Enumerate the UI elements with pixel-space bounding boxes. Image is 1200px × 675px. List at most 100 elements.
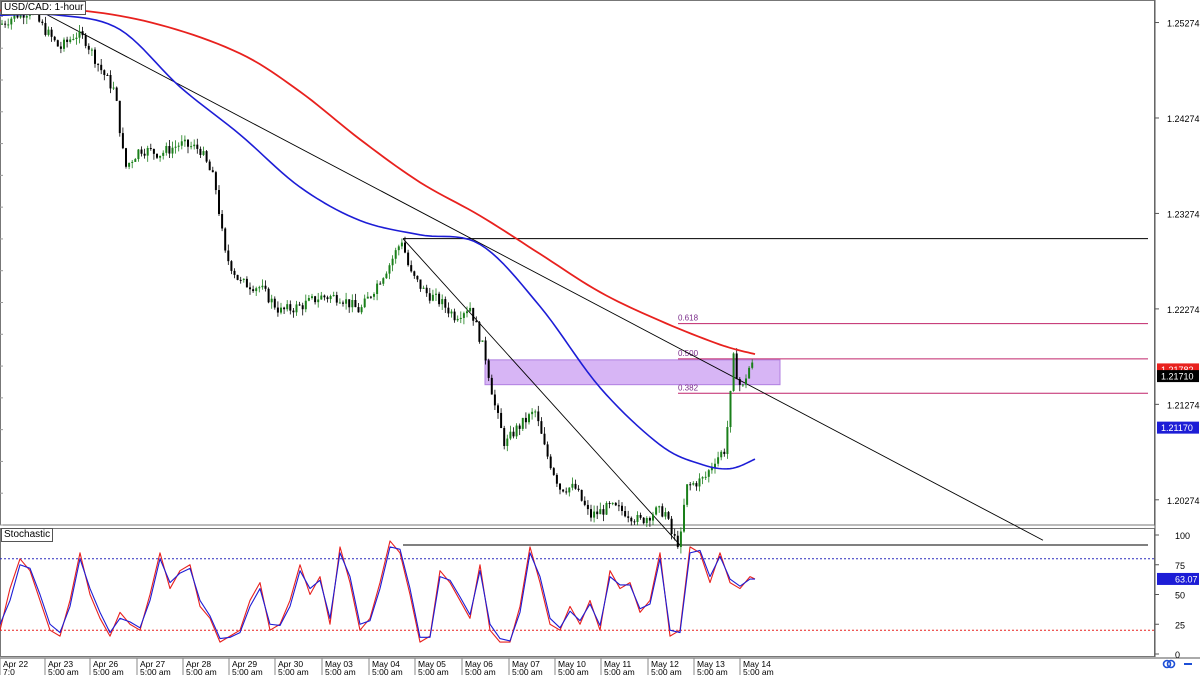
candle-body [332, 295, 335, 297]
price-marker-box [1157, 370, 1199, 383]
candle-body [741, 384, 744, 386]
candle-body [407, 252, 410, 266]
candle-body [617, 505, 620, 507]
candle-body [698, 478, 701, 487]
candle-body [717, 457, 720, 464]
candle-body [720, 451, 723, 458]
time-label: 5:00 am [93, 667, 124, 675]
candle-body [590, 509, 592, 518]
candle-body [531, 411, 534, 415]
candle-body [664, 512, 667, 517]
candle-body [648, 518, 651, 521]
candle-body [586, 504, 589, 510]
candle-body [100, 64, 103, 71]
candle-body [208, 161, 211, 171]
candle-body [159, 155, 162, 158]
candle-body [611, 502, 614, 504]
candle-body [521, 417, 524, 429]
candle-body [373, 293, 375, 297]
candle-body [360, 307, 363, 313]
candle-body [236, 274, 239, 280]
candle-body [348, 299, 351, 308]
candle-body [546, 444, 549, 457]
candle-body [140, 149, 143, 154]
candle-body [345, 299, 348, 304]
candle-body [645, 518, 648, 524]
candle-body [13, 13, 16, 19]
candle-body [574, 483, 577, 489]
candle-body [376, 283, 379, 294]
candle-body [115, 87, 118, 101]
stochastic-k-line [0, 540, 756, 643]
candle-body [218, 190, 220, 215]
time-label: 7:0 [3, 667, 15, 675]
candle-body [273, 298, 276, 308]
price-tick-label: 1.21274 [1167, 400, 1200, 410]
candle-body [435, 293, 437, 295]
date-label: Apr 30 [278, 659, 303, 669]
date-label: Apr 29 [232, 659, 257, 669]
candle-body [267, 288, 270, 303]
candle-body [131, 161, 134, 163]
candle-body [342, 302, 344, 304]
candle-body [252, 289, 255, 292]
candle-body [394, 250, 397, 259]
candle-body [292, 310, 295, 313]
candle-body [704, 476, 707, 478]
candle-body [301, 305, 304, 310]
candle-body [354, 300, 357, 308]
candle-body [481, 340, 484, 342]
candle-body [568, 487, 571, 493]
candle-body [338, 302, 341, 304]
candle-body [221, 214, 224, 229]
price-marker-label: 1.21170 [1161, 423, 1193, 433]
time-label: 5:00 am [604, 667, 635, 675]
time-label: 5:00 am [465, 667, 496, 675]
candle-body [121, 133, 124, 149]
time-label: 5:00 am [232, 667, 263, 675]
candle-body [478, 322, 481, 342]
candle-body [16, 13, 19, 18]
candle-body [379, 283, 382, 285]
price-tick-label: 1.22274 [1167, 305, 1200, 315]
candle-body [298, 304, 301, 306]
candle-body [196, 144, 199, 149]
candle-body [97, 63, 100, 65]
candle-body [738, 379, 741, 385]
candle-body [320, 295, 323, 300]
candle-body [90, 49, 93, 51]
candle-body [264, 285, 267, 289]
candle-body [397, 246, 400, 251]
candle-body [748, 367, 751, 379]
candle-body [667, 512, 670, 519]
candle-body [69, 39, 72, 42]
candle-body [689, 484, 692, 486]
zoom-out-icon[interactable] [1181, 658, 1195, 670]
candle-body [469, 307, 472, 312]
candle-body [317, 299, 320, 303]
candle-body [366, 296, 369, 299]
candle-body [289, 304, 292, 311]
candle-body [571, 483, 574, 488]
time-label: 5:00 am [651, 667, 682, 675]
link-icon[interactable] [1162, 658, 1176, 670]
candle-body [555, 474, 558, 484]
candle-body [490, 377, 493, 395]
candle-body [50, 29, 53, 37]
candle-body [729, 390, 732, 428]
candle-body [596, 511, 599, 515]
candle-body [103, 70, 106, 75]
time-label: 5:00 am [558, 667, 589, 675]
candle-body [658, 506, 661, 508]
candle-body [351, 300, 354, 308]
price-tick-label: 1.20274 [1167, 496, 1200, 506]
candle-body [270, 298, 273, 303]
candle-body [400, 242, 403, 247]
candle-body [118, 100, 121, 134]
date-label: May 05 [418, 659, 446, 669]
candle-body [599, 509, 602, 515]
candle-body [707, 470, 710, 477]
candle-body [44, 23, 47, 35]
candle-body [385, 273, 388, 279]
